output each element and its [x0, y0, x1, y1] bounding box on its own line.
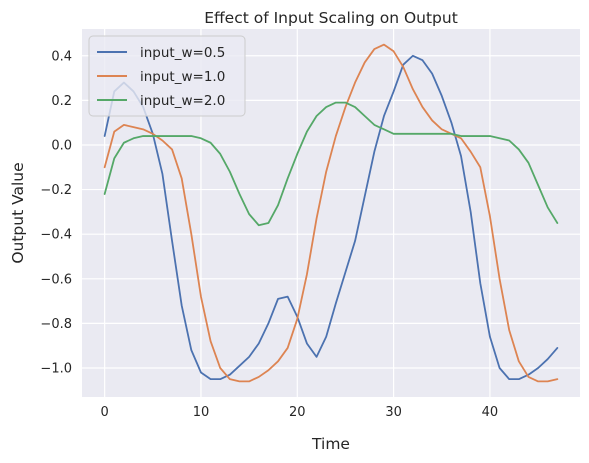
y-axis-label: Output Value	[9, 162, 27, 263]
y-tick-label: −0.8	[40, 317, 72, 332]
series-line-input-w-2-0	[103, 101, 559, 227]
legend: input_w=0.5 input_w=1.0 input_w=2.0	[88, 35, 246, 117]
y-tick-label: 0.0	[51, 138, 72, 153]
y-tick-label: −1.0	[40, 362, 72, 377]
x-tick-label: 40	[482, 405, 499, 420]
y-tick-label: 0.4	[51, 49, 72, 64]
x-tick-labels: 0 10 20 30 40	[100, 405, 498, 420]
legend-label-input-w-2-0: input_w=2.0	[140, 93, 225, 109]
x-axis-label: Time	[311, 435, 350, 453]
x-tick-label: 0	[100, 405, 108, 420]
series-layer	[103, 43, 559, 383]
legend-box	[88, 35, 246, 117]
x-tick-label: 20	[289, 405, 306, 420]
y-tick-label: −0.6	[40, 272, 72, 287]
grid-lines	[82, 29, 580, 397]
y-tick-label: −0.2	[40, 183, 72, 198]
series-line-input-w-0-5	[103, 54, 559, 381]
y-tick-labels: −1.0 −0.8 −0.6 −0.4 −0.2 0.0 0.2 0.4	[40, 49, 72, 376]
legend-label-input-w-1-0: input_w=1.0	[140, 69, 225, 85]
series-line-input-w-1-0	[103, 43, 559, 383]
chart-title: Effect of Input Scaling on Output	[204, 9, 458, 27]
legend-label-input-w-0-5: input_w=0.5	[140, 45, 225, 61]
y-tick-label: −0.4	[40, 228, 72, 243]
x-tick-label: 30	[385, 405, 402, 420]
x-tick-label: 10	[193, 405, 210, 420]
y-tick-label: 0.2	[51, 94, 72, 109]
